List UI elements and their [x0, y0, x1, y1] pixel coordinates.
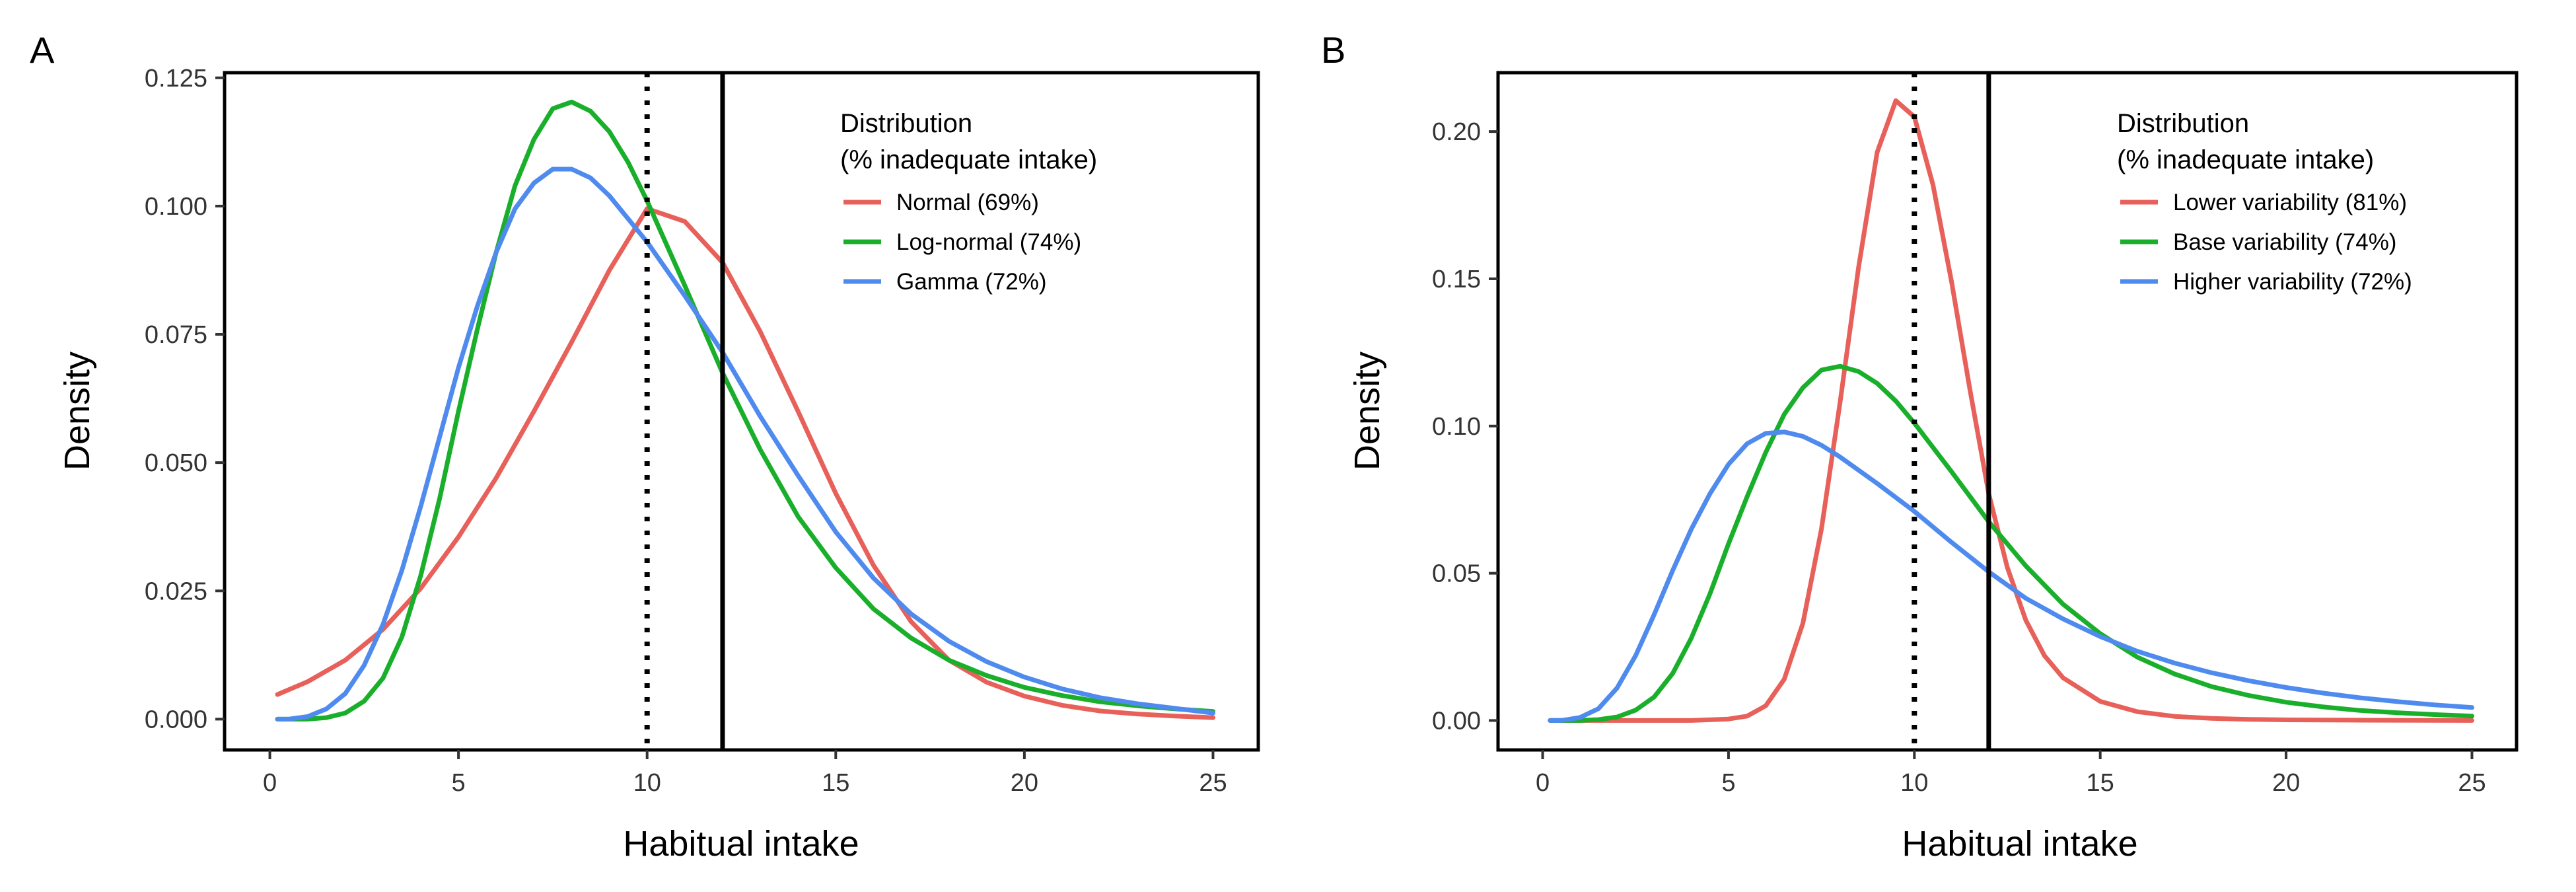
panel-b-y-axis-title: Density — [1347, 352, 1387, 470]
panel-a-y-tick-label: 0.125 — [145, 65, 207, 93]
panel-a-legend-label-2: Log-normal (74%) — [896, 229, 1081, 255]
panel-b-plot-frame — [1496, 71, 2519, 752]
panel-a-x-tick-label: 20 — [1011, 769, 1038, 797]
panel-a-legend-title-line1: Distribution — [840, 109, 972, 138]
panel-a-x-tick-label: 10 — [633, 769, 661, 797]
panel-a-series-group — [275, 99, 1215, 722]
panel-b-x-tick-label: 25 — [2458, 769, 2486, 797]
panel-a-legend: Distribution (% inadequate intake) Norma… — [840, 109, 1097, 295]
panel-b-series-line-3 — [1548, 429, 2474, 723]
panel-b-y-tick-label: 0.05 — [1432, 560, 1481, 588]
panel-a-y-tick-label: 0.000 — [145, 706, 207, 733]
panel-a-x-axis-title: Habitual intake — [623, 824, 859, 864]
panel-a-axes — [223, 71, 1260, 752]
panel-b-series-line-1 — [1548, 98, 2474, 723]
panel-b-legend-items: Lower variability (81%) Base variability … — [2120, 190, 2412, 295]
panel-b-x-tick-label: 10 — [1900, 769, 1928, 797]
panel-a-legend-items: Normal (69%) Log-normal (74%) Gamma (72%) — [843, 190, 1081, 295]
panel-a-legend-title-line2: (% inadequate intake) — [840, 145, 1097, 174]
panel-a-legend-label-1: Normal (69%) — [896, 190, 1039, 215]
panel-b-reference-lines — [1912, 73, 1991, 750]
panel-a-legend-label-3: Gamma (72%) — [896, 269, 1047, 295]
panel-a-x-tick-label: 15 — [822, 769, 849, 797]
panel-b-ticks: 0 5 10 15 20 25 0.00 0.05 0.10 0.15 0.20 — [1432, 118, 2486, 797]
panel-b-x-tick-label: 20 — [2272, 769, 2300, 797]
panel-a-series-line-2 — [275, 99, 1215, 722]
panel-b-legend-label-2: Base variability (74%) — [2173, 229, 2396, 255]
panel-a-reference-lines — [644, 73, 725, 750]
panel-a-series-line-3 — [275, 167, 1215, 722]
panel-b-legend-title-line1: Distribution — [2117, 109, 2249, 138]
panel-a-y-tick-label: 0.025 — [145, 577, 207, 605]
panel-b-legend-label-1: Lower variability (81%) — [2173, 190, 2407, 215]
panel-b: B 0 5 10 15 20 25 0.00 0.05 0.10 0.15 0.20 Habitua… — [1321, 29, 2519, 864]
panel-a-x-tick-label: 5 — [452, 769, 466, 797]
panel-a-y-tick-label: 0.100 — [145, 193, 207, 221]
panel-b-x-tick-label: 5 — [1721, 769, 1735, 797]
panel-b-y-tick-label: 0.10 — [1432, 413, 1481, 441]
panel-b-y-tick-label: 0.20 — [1432, 118, 1481, 146]
panel-a-x-tick-label: 0 — [263, 769, 277, 797]
panel-b-series-line-2 — [1548, 363, 2474, 723]
panel-b-y-tick-label: 0.00 — [1432, 707, 1481, 735]
panel-b-legend-label-3: Higher variability (72%) — [2173, 269, 2412, 295]
panel-b-x-tick-label: 0 — [1536, 769, 1550, 797]
panel-b-legend: Distribution (% inadequate intake) Lower… — [2117, 109, 2412, 295]
panel-b-x-axis-title: Habitual intake — [1902, 824, 2137, 864]
panel-b-axes — [1496, 71, 2519, 752]
panel-a-y-axis-title: Density — [57, 352, 97, 470]
panel-a-plot-frame — [223, 71, 1260, 752]
panel-a-x-tick-label: 25 — [1199, 769, 1227, 797]
panel-a-y-tick-label: 0.075 — [145, 321, 207, 349]
panel-a: A 0 5 10 15 20 25 0.000 0.025 0.050 0.075 0.100 0.1… — [30, 29, 1260, 864]
panel-b-x-tick-label: 15 — [2087, 769, 2114, 797]
panel-b-legend-title-line2: (% inadequate intake) — [2117, 145, 2374, 174]
panel-b-y-tick-label: 0.15 — [1432, 266, 1481, 293]
panel-a-series-line-1 — [275, 206, 1215, 720]
panel-b-series-group — [1548, 98, 2474, 723]
panel-a-y-tick-label: 0.050 — [145, 449, 207, 477]
panel-a-tag: A — [30, 29, 55, 71]
panel-a-ticks: 0 5 10 15 20 25 0.000 0.025 0.050 0.075 0.100 0.125 — [145, 65, 1227, 797]
panel-b-tag: B — [1321, 29, 1345, 71]
